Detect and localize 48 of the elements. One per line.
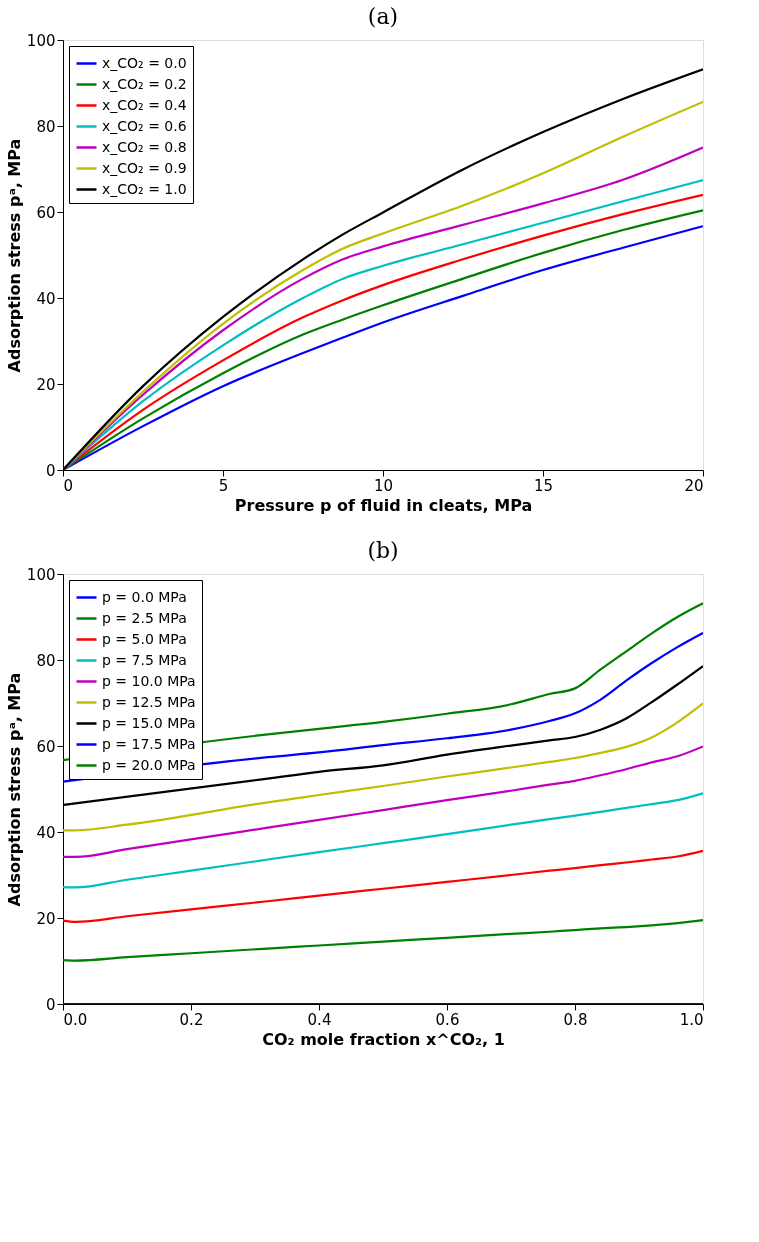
x-tick-label: 0.6: [435, 1010, 460, 1029]
legend-label: p = 7.5 MPa: [102, 651, 187, 668]
legend-label: x_CO₂ = 0.8: [102, 138, 187, 155]
chart-title: (b): [367, 538, 399, 563]
legend-label: x_CO₂ = 0.9: [102, 159, 187, 176]
chart-title: (a): [367, 4, 399, 29]
x-tick-label: 20: [684, 476, 704, 495]
y-tick-label: 60: [36, 737, 56, 756]
legend-label: p = 0.0 MPa: [102, 588, 187, 605]
x-tick-label: 15: [533, 476, 554, 495]
legend-label: p = 17.5 MPa: [102, 735, 196, 752]
x-axis-title: CO₂ mole fraction x^CO₂, 1: [262, 1029, 505, 1049]
y-tick-label: 0: [45, 461, 56, 480]
y-axis-title: Adsorption stress pᵃ, MPa: [4, 672, 24, 907]
y-tick-label: 60: [36, 203, 56, 222]
x-tick-label: 0.2: [179, 1010, 204, 1029]
x-tick-label: 0: [63, 476, 74, 495]
y-tick-label: 100: [26, 565, 56, 584]
x-tick-label: 1.0: [679, 1010, 704, 1029]
x-tick-label: 0.0: [63, 1010, 88, 1029]
legend-label: x_CO₂ = 0.6: [102, 117, 187, 134]
legend-label: x_CO₂ = 0.4: [102, 96, 187, 113]
y-tick-label: 80: [36, 651, 56, 670]
y-tick-label: 40: [36, 289, 56, 308]
y-tick-label: 20: [36, 909, 56, 928]
legend-label: p = 20.0 MPa: [102, 756, 196, 773]
line-series: [63, 849, 703, 923]
x-tick-label: 0.8: [563, 1010, 588, 1029]
line-series: [63, 792, 703, 889]
y-axis-title: Adsorption stress pᵃ, MPa: [4, 138, 24, 373]
legend-label: p = 5.0 MPa: [102, 630, 187, 647]
legend-label: p = 10.0 MPa: [102, 672, 196, 689]
x-tick-label: 10: [373, 476, 394, 495]
legend-label: x_CO₂ = 0.0: [102, 54, 187, 71]
legend-label: p = 15.0 MPa: [102, 714, 196, 731]
x-tick-label: 0.4: [307, 1010, 332, 1029]
y-tick-label: 20: [36, 375, 56, 394]
y-tick-label: 100: [26, 31, 56, 50]
line-series: [63, 919, 703, 962]
y-tick-label: 0: [45, 995, 56, 1014]
legend-label: p = 2.5 MPa: [102, 609, 187, 626]
x-tick-label: 5: [218, 476, 229, 495]
y-tick-label: 40: [36, 823, 56, 842]
y-tick-label: 80: [36, 117, 56, 136]
x-axis-title: Pressure p of fluid in cleats, MPa: [234, 495, 533, 515]
legend-label: p = 12.5 MPa: [102, 693, 196, 710]
legend-label: x_CO₂ = 1.0: [102, 180, 187, 197]
legend-label: x_CO₂ = 0.2: [102, 75, 187, 92]
